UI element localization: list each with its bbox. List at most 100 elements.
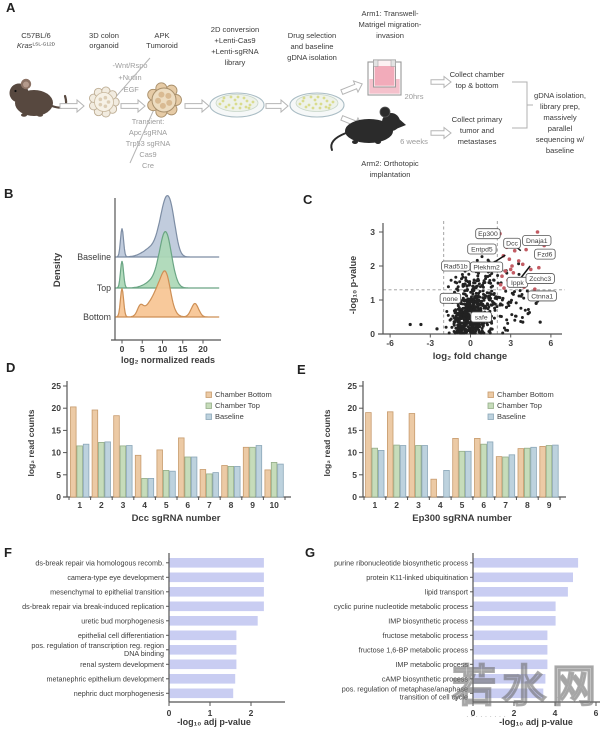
svg-text:protein K11-linked ubiquitinat: protein K11-linked ubiquitination xyxy=(366,573,468,582)
panel-label-f: F xyxy=(4,545,12,560)
svg-text:Baseline: Baseline xyxy=(77,252,111,262)
svg-text:nephric duct morphogenesis: nephric duct morphogenesis xyxy=(74,689,165,698)
arrow-icon xyxy=(59,98,85,114)
svg-text:none: none xyxy=(443,296,458,303)
svg-text:1: 1 xyxy=(208,708,213,718)
svg-text:3: 3 xyxy=(121,500,126,510)
svg-text:pos. regulation of metaphase/a: pos. regulation of metaphase/anaphase xyxy=(342,685,468,694)
svg-text:15: 15 xyxy=(52,425,62,435)
svg-text:-6: -6 xyxy=(386,338,394,348)
panel-label-c: C xyxy=(303,192,313,207)
svg-text:-log₁₀ adj p-value: -log₁₀ adj p-value xyxy=(499,717,573,727)
svg-text:sequencing w/: sequencing w/ xyxy=(536,135,585,144)
bar-series-chamber-top xyxy=(76,442,278,498)
svg-text:lipid transport: lipid transport xyxy=(425,587,468,596)
svg-text:Chamber Bottom: Chamber Bottom xyxy=(497,390,554,399)
svg-text:Density: Density xyxy=(52,252,63,287)
svg-text:1: 1 xyxy=(373,500,378,510)
arrow-icon xyxy=(120,98,146,114)
arrow-icon xyxy=(340,80,363,95)
svg-text:7: 7 xyxy=(503,500,508,510)
watermark-dots: ········· xyxy=(466,712,508,721)
svg-text:1: 1 xyxy=(370,295,375,305)
svg-text:library: library xyxy=(225,58,246,67)
svg-text:8: 8 xyxy=(229,500,234,510)
go-bars xyxy=(169,558,264,699)
arrow-icon xyxy=(184,98,210,114)
legend-swatch xyxy=(487,391,494,398)
svg-text:Bottom: Bottom xyxy=(83,312,111,322)
svg-text:Tumoroid: Tumoroid xyxy=(146,41,178,50)
svg-text:20: 20 xyxy=(348,403,358,413)
svg-text:IMP metabolic process: IMP metabolic process xyxy=(395,660,468,669)
density-ridge-top xyxy=(115,230,220,289)
svg-text:0: 0 xyxy=(352,492,357,502)
svg-text:Apc sgRNA: Apc sgRNA xyxy=(129,128,167,137)
svg-text:Zcchc3: Zcchc3 xyxy=(529,276,551,283)
svg-text:and baseline: and baseline xyxy=(290,42,333,51)
svg-text:+Lenti-Cas9: +Lenti-Cas9 xyxy=(214,36,255,45)
svg-text:3: 3 xyxy=(508,338,513,348)
gene-label-box xyxy=(527,290,557,302)
dish-icon xyxy=(209,92,265,118)
svg-text:uretic bud morphogenesis: uretic bud morphogenesis xyxy=(81,616,164,625)
svg-text:6 weeks: 6 weeks xyxy=(400,137,428,146)
svg-text:pos. regulation of transcripti: pos. regulation of transcription reg. re… xyxy=(31,641,164,650)
svg-text:Dcc: Dcc xyxy=(506,241,518,248)
gene-label-box xyxy=(503,237,521,249)
svg-text:-EGF: -EGF xyxy=(121,85,139,94)
panel-label-e: E xyxy=(297,362,306,377)
svg-text:10: 10 xyxy=(269,500,279,510)
svg-text:6: 6 xyxy=(549,338,554,348)
svg-text:gDNA isolation: gDNA isolation xyxy=(287,53,337,62)
svg-text:Top: Top xyxy=(97,283,111,293)
black-mouse-icon xyxy=(330,106,406,151)
svg-text:20: 20 xyxy=(52,403,62,413)
svg-text:ds-break repair via homologous: ds-break repair via homologous recomb. xyxy=(35,558,164,567)
svg-text:purine ribonucleotide biosynth: purine ribonucleotide biosynthetic proce… xyxy=(334,558,468,567)
svg-text:20: 20 xyxy=(198,344,208,354)
brown-mouse-icon xyxy=(9,78,68,117)
gene-label-box xyxy=(439,292,462,304)
svg-text:9: 9 xyxy=(250,500,255,510)
gene-label-box xyxy=(469,261,504,273)
bar-series-baseline xyxy=(378,441,559,498)
svg-text:log₂ read counts: log₂ read counts xyxy=(322,409,332,476)
svg-text:5: 5 xyxy=(460,500,465,510)
svg-text:log₂ fold change: log₂ fold change xyxy=(433,351,507,362)
svg-text:Rad51b: Rad51b xyxy=(444,264,468,271)
svg-text:Plekhm2: Plekhm2 xyxy=(473,265,500,272)
svg-text:Cas9: Cas9 xyxy=(139,150,156,159)
svg-text:Trp53 sgRNA: Trp53 sgRNA xyxy=(126,139,171,148)
panel-label-b: B xyxy=(4,186,14,201)
svg-text:Dcc sgRNA number: Dcc sgRNA number xyxy=(132,513,221,524)
svg-text:-Wnt/Rspo: -Wnt/Rspo xyxy=(113,61,148,70)
svg-text:Chamber Top: Chamber Top xyxy=(215,401,260,410)
svg-text:invasion: invasion xyxy=(376,31,404,40)
svg-text:8: 8 xyxy=(525,500,530,510)
svg-text:fructose metabolic process: fructose metabolic process xyxy=(383,631,469,640)
svg-text:5: 5 xyxy=(164,500,169,510)
svg-text:Drug selection: Drug selection xyxy=(288,31,337,40)
arrow-icon xyxy=(430,126,452,140)
svg-text:DNA binding: DNA binding xyxy=(124,649,164,658)
svg-text:safe: safe xyxy=(475,315,488,322)
gene-label-box xyxy=(525,273,555,284)
svg-text:C57BL/6: C57BL/6 xyxy=(21,31,51,40)
svg-text:-log₁₀ adj p-value: -log₁₀ adj p-value xyxy=(177,717,251,727)
arrow-icon xyxy=(430,75,452,89)
panel-g-go-bar-chart: purine ribonucleotide biosynthetic proce… xyxy=(334,553,600,727)
svg-text:epithelial cell differentiatio: epithelial cell differentiation xyxy=(78,631,164,640)
svg-text:25: 25 xyxy=(348,381,358,391)
svg-text:organoid: organoid xyxy=(89,41,119,50)
svg-text:6: 6 xyxy=(481,500,486,510)
bar-series-baseline xyxy=(82,441,284,498)
svg-text:+Nutlin: +Nutlin xyxy=(118,73,141,82)
panel-f-go-bar-chart: ds-break repair via homologous recomb. ca… xyxy=(22,553,285,727)
svg-text:Baseline: Baseline xyxy=(215,412,244,421)
gene-label-box xyxy=(467,243,497,255)
svg-text:parallel: parallel xyxy=(548,124,573,133)
svg-text:10: 10 xyxy=(348,448,358,458)
dish-icon xyxy=(289,92,345,118)
